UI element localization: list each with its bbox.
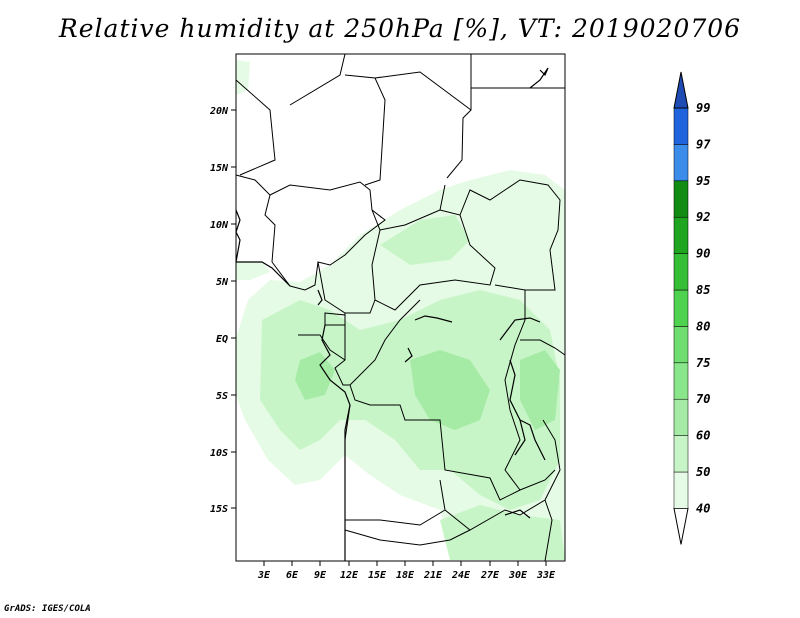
- colorbar-label: 80: [696, 319, 710, 333]
- lon-label: 18E: [396, 570, 415, 581]
- humidity-area-south: [440, 505, 565, 560]
- lat-label: 10N: [210, 220, 229, 231]
- colorbar-label: 95: [696, 174, 710, 188]
- lat-label: 5S: [216, 391, 228, 402]
- humidity-area-high: [410, 350, 490, 430]
- country-borders: [235, 53, 566, 562]
- colorbar-label: 92: [696, 210, 710, 224]
- map-title: Relative humidity at 250hPa [%], VT: 201…: [58, 14, 742, 43]
- lon-label: 21E: [423, 570, 443, 581]
- lon-label: 33E: [536, 570, 556, 581]
- lat-label: 10S: [210, 448, 228, 459]
- colorbar-label: 60: [696, 429, 710, 443]
- colorbar-segment: [673, 507, 689, 545]
- grads-credit: GrADS: IGES/COLA: [4, 604, 91, 614]
- colorbar-segment: [673, 107, 689, 145]
- lat-label: 5N: [216, 277, 229, 288]
- colorbar-segment: [673, 144, 689, 182]
- colorbar-label: 97: [696, 137, 711, 151]
- colorbar-label: 99: [696, 101, 710, 115]
- lon-ticks: [263, 561, 547, 566]
- colorbar-segment: [673, 71, 689, 109]
- colorbar-segment: [673, 362, 689, 400]
- lon-label: 27E: [480, 570, 500, 581]
- colorbar-label: 70: [696, 392, 710, 406]
- colorbar-segment: [673, 289, 689, 327]
- colorbar-label: 50: [696, 465, 710, 479]
- coastlines: [235, 67, 549, 561]
- colorbar-label: 85: [696, 283, 710, 297]
- colorbar-label: 40: [696, 501, 710, 515]
- humidity-area-high2: [295, 352, 335, 400]
- humidity-area-north: [236, 60, 250, 95]
- lat-label: EQ: [216, 334, 228, 345]
- colorbar-segment: [673, 398, 689, 436]
- humidity-area-mid2: [380, 215, 470, 265]
- colorbar-label: 75: [696, 356, 710, 370]
- lon-label: 30E: [508, 570, 528, 581]
- lon-label: 24E: [451, 570, 471, 581]
- lon-label: 3E: [257, 570, 271, 581]
- humidity-shading: [236, 60, 565, 560]
- lon-label: 15E: [368, 570, 387, 581]
- colorbar-segment: [673, 435, 689, 473]
- colorbar-segment: [673, 471, 689, 509]
- humidity-area-west: [236, 262, 270, 280]
- humidity-area-mid: [260, 290, 560, 510]
- colorbar-segment: [673, 253, 689, 291]
- colorbar-segment: [673, 216, 689, 254]
- lon-label: 6E: [286, 570, 299, 581]
- lat-label: 15N: [210, 163, 229, 174]
- lon-labels: 3E 6E 9E 12E 15E 18E 21E 24E 27E 30E 33E: [257, 570, 556, 581]
- map-frame: [235, 53, 566, 562]
- colorbar-label: 90: [696, 247, 710, 261]
- lon-label: 9E: [314, 570, 327, 581]
- colorbar: 40 50 60 70 75 80 85 90 92 95 97 99: [673, 71, 711, 545]
- humidity-area-high3: [520, 350, 560, 430]
- lat-labels: 20N 15N 10N 5N EQ 5S 10S 15S: [209, 106, 229, 515]
- lon-label: 12E: [340, 570, 359, 581]
- colorbar-segment: [673, 180, 689, 218]
- lat-ticks: [231, 109, 236, 509]
- lat-label: 20N: [209, 106, 229, 117]
- lat-label: 15S: [210, 504, 228, 515]
- colorbar-segment: [673, 326, 689, 364]
